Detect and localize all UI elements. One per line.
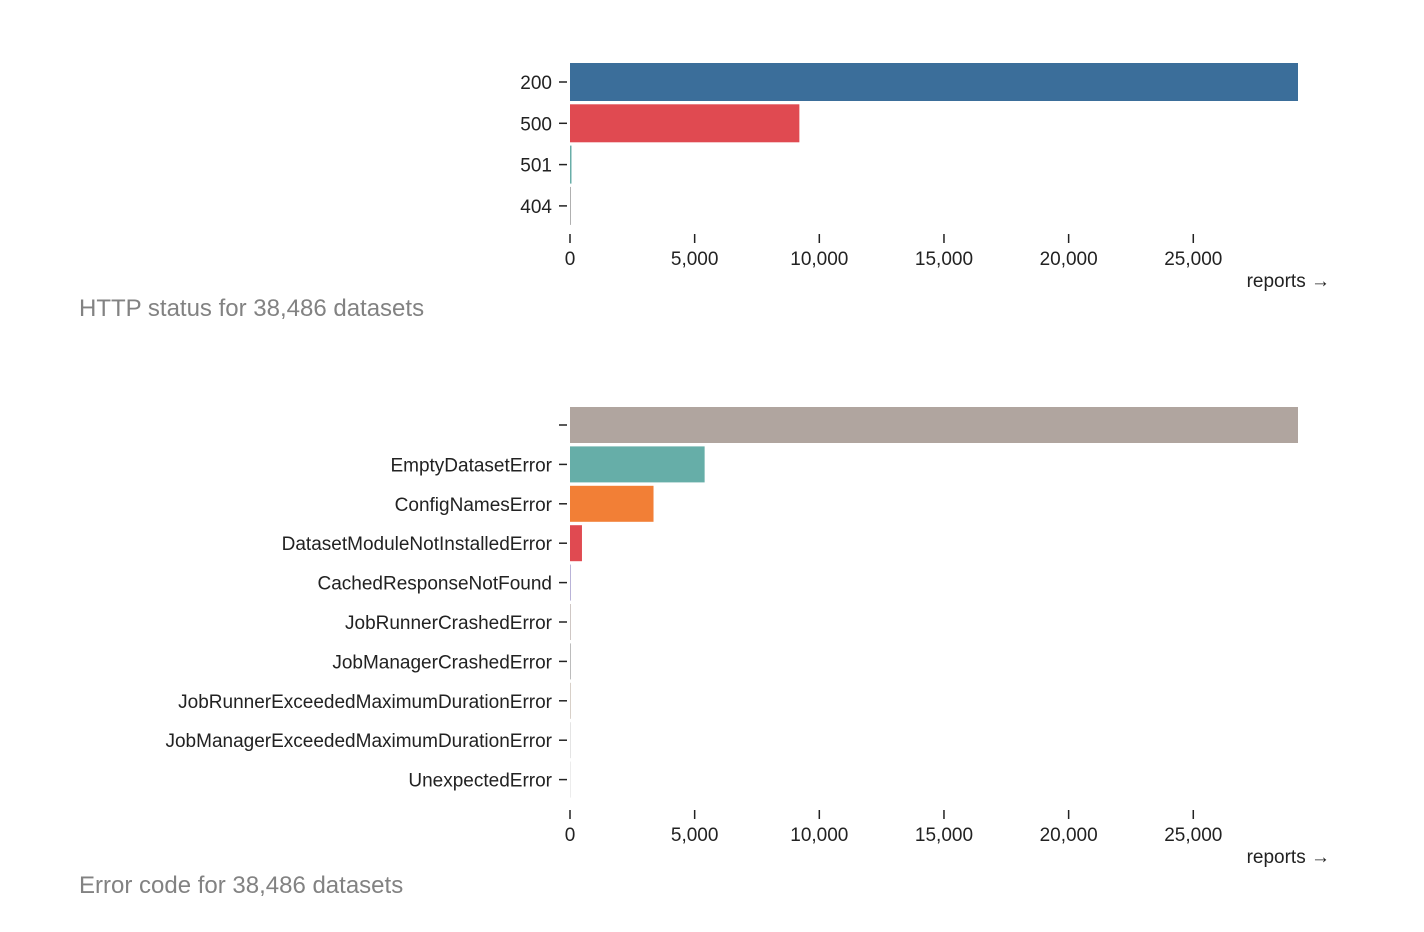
chart-1-xtick-label-5: 25,000 — [1164, 249, 1222, 270]
chart-2-bar-5 — [570, 604, 571, 640]
chart-2-bar-4 — [570, 564, 571, 601]
chart-1-caption: HTTP status for 38,486 datasets — [79, 295, 425, 322]
chart-2-category-label-2: ConfigNamesError — [395, 495, 553, 516]
chart-1-bar-3 — [570, 186, 571, 225]
chart-2-x-axis-label: reports → — [1247, 847, 1330, 868]
chart-2-bar-3 — [570, 525, 582, 562]
chart-2-bar-9 — [570, 761, 571, 798]
chart-2-bar-0 — [570, 407, 1298, 443]
chart-2-category-label-1: EmptyDatasetError — [390, 455, 552, 476]
chart-1-category-label-2: 501 — [520, 156, 552, 177]
chart-1-bar-0 — [570, 63, 1298, 101]
chart-2-category-label-5: JobRunnerCrashedError — [345, 613, 553, 634]
chart-2-bar-8 — [570, 722, 571, 759]
chart-1-bar-2 — [570, 145, 572, 184]
chart-1-bar-1 — [570, 104, 800, 143]
chart-2-caption: Error code for 38,486 datasets — [79, 872, 404, 899]
chart-2-bar-2 — [570, 485, 654, 522]
chart-2-bar-6 — [570, 643, 571, 680]
chart-1-x-axis-label: reports → — [1247, 271, 1330, 292]
chart-2-category-label-9: UnexpectedError — [408, 771, 552, 792]
chart-1-category-label-3: 404 — [520, 197, 552, 218]
chart-2-xtick-label-0: 0 — [565, 825, 576, 846]
chart-2-xtick-label-2: 10,000 — [790, 825, 848, 846]
chart-1-xtick-label-1: 5,000 — [671, 249, 719, 270]
chart-2-category-label-3: DatasetModuleNotInstalledError — [282, 534, 553, 555]
chart-1-xtick-label-2: 10,000 — [790, 249, 848, 270]
chart-2-xtick-label-1: 5,000 — [671, 825, 719, 846]
chart-2-category-label-4: CachedResponseNotFound — [318, 574, 553, 595]
chart-1-xtick-label-4: 20,000 — [1040, 249, 1098, 270]
chart-1-category-label-1: 500 — [520, 114, 552, 135]
chart-2-category-label-7: JobRunnerExceededMaximumDurationError — [178, 692, 553, 713]
chart-1-xtick-label-3: 15,000 — [915, 249, 973, 270]
chart-2-bar-1 — [570, 446, 705, 483]
chart-2-category-label-6: JobManagerCrashedError — [332, 652, 552, 673]
chart-2-category-label-8: JobManagerExceededMaximumDurationError — [165, 731, 552, 752]
chart-1-category-label-0: 200 — [520, 73, 552, 94]
chart-2-bar-7 — [570, 682, 571, 719]
chart-2-xtick-label-4: 20,000 — [1040, 825, 1098, 846]
chart-2-xtick-label-3: 15,000 — [915, 825, 973, 846]
chart-2-xtick-label-5: 25,000 — [1164, 825, 1222, 846]
chart-1-xtick-label-0: 0 — [565, 249, 576, 270]
